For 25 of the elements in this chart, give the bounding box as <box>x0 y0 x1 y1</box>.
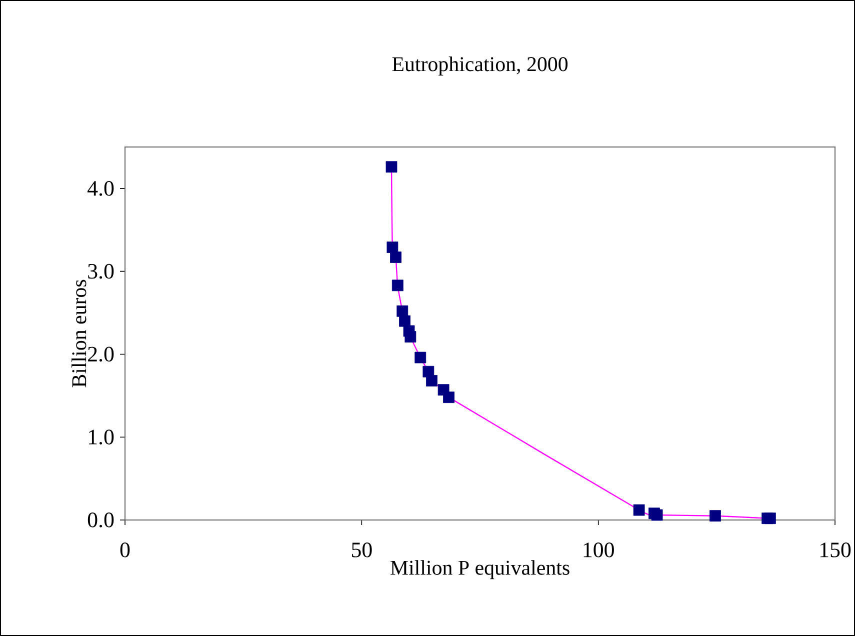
point <box>710 510 721 522</box>
point <box>390 252 402 263</box>
x-tick-label: 150 <box>820 542 851 558</box>
y-axis-title: Billion euros <box>72 280 86 388</box>
point <box>386 242 398 253</box>
point <box>404 331 416 343</box>
y-tick-label: 0.0 <box>88 512 114 528</box>
y-tick-label: 1.0 <box>89 430 114 445</box>
point <box>651 509 663 521</box>
x-axis-title: Million P equivalents <box>390 560 570 580</box>
point <box>633 504 645 516</box>
point <box>392 280 404 292</box>
point <box>414 352 426 364</box>
point <box>426 375 438 386</box>
x-tick-label: 50 <box>352 542 372 558</box>
y-tick-label: 4.0 <box>88 180 114 196</box>
point <box>764 512 776 524</box>
point <box>443 392 454 404</box>
point <box>386 161 398 173</box>
x-tick-label: 100 <box>584 542 614 558</box>
point <box>399 315 410 327</box>
x-tick-label: 0 <box>120 542 130 558</box>
y-tick-label: 3.0 <box>88 264 114 279</box>
y-tick-label: 2.0 <box>88 346 114 362</box>
chart-title: Eutrophication, 2000 <box>392 56 568 76</box>
